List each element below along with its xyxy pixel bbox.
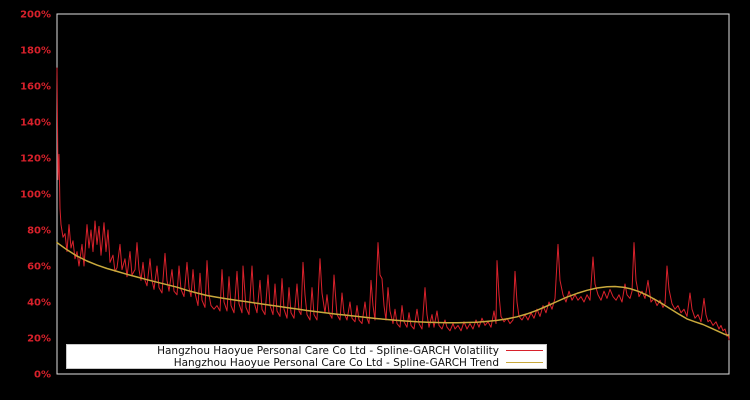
trend-line (56, 241, 730, 337)
y-tick-label: 40% (27, 298, 51, 309)
trend-line-sample-icon (506, 362, 543, 363)
y-tick-label: 120% (20, 154, 51, 165)
legend-item-trend: Hangzhou Haoyue Personal Care Co Ltd - S… (67, 357, 543, 369)
volatility-line-sample-icon (506, 350, 543, 351)
plot-frame (56, 13, 730, 375)
y-tick-label: 180% (20, 46, 51, 57)
y-tick-label: 20% (27, 334, 51, 345)
y-tick-label: 140% (20, 118, 51, 129)
volatility-line (56, 67, 730, 341)
y-tick-label: 200% (20, 10, 51, 21)
y-tick-label: 100% (20, 190, 51, 201)
legend-label-volatility: Hangzhou Haoyue Personal Care Co Ltd - S… (157, 344, 499, 357)
y-tick-label: 80% (27, 226, 51, 237)
y-tick-label: 160% (20, 82, 51, 93)
legend: Hangzhou Haoyue Personal Care Co Ltd - S… (66, 344, 547, 369)
y-tick-label: 0% (34, 370, 51, 381)
legend-item-volatility: Hangzhou Haoyue Personal Care Co Ltd - S… (67, 345, 543, 357)
y-tick-label: 60% (27, 262, 51, 273)
legend-label-trend: Hangzhou Haoyue Personal Care Co Ltd - S… (173, 356, 499, 369)
